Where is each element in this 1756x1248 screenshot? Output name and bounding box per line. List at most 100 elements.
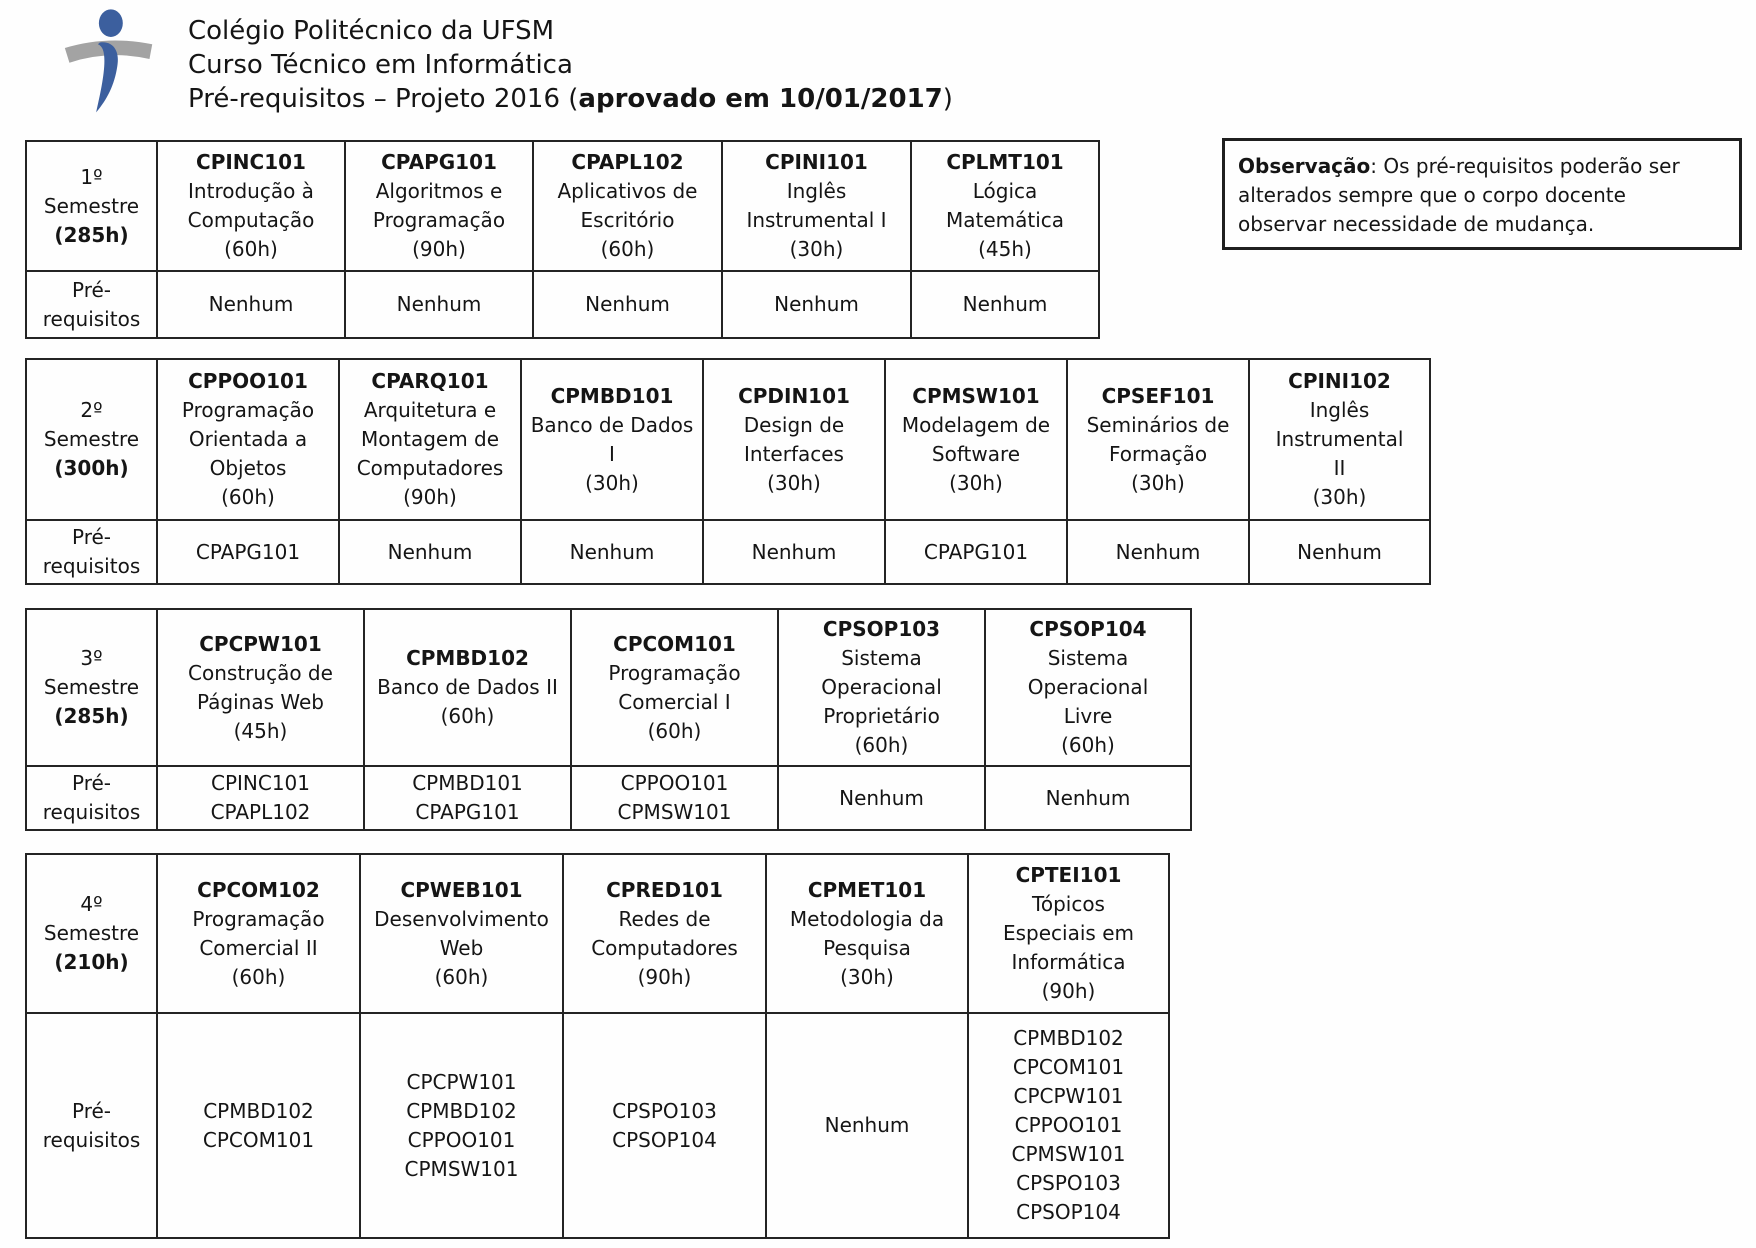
course-cell: CPARQ101 Arquitetura e Montagem de Compu… [338, 358, 522, 521]
course-hours: (60h) [854, 733, 909, 757]
prereq-cell: Nenhum [520, 519, 704, 585]
prereq-row-label: Pré- requisitos [25, 270, 158, 339]
course-hours: (90h) [637, 964, 692, 989]
course-hours: (30h) [789, 237, 844, 261]
course-code: CPCOM102 [197, 877, 320, 902]
course-cell: CPWEB101 Desenvolvimento Web (60h) [359, 853, 564, 1014]
semester-hours: (285h) [54, 704, 129, 728]
course-name: Banco de Dados I [530, 412, 694, 466]
course-cell: CPTEI101 Tópicos Especiais em Informátic… [967, 853, 1170, 1014]
semester-4-table: 4º Semestre (210h) CPCOM102 Programação … [25, 853, 1170, 1239]
semester-header-cell: 3º Semestre (285h) [25, 608, 158, 767]
prereq-cell: CPMBD102 CPCOM101 CPCPW101 CPPOO101 CPMS… [967, 1012, 1170, 1239]
course-hours: (30h) [949, 470, 1003, 495]
course-code: CPLMT101 [946, 150, 1064, 174]
prereq-cell: Nenhum [1248, 519, 1431, 585]
course-name: Metodologia da Pesquisa [789, 906, 945, 960]
course-cell: CPCPW101 Construção de Páginas Web (45h) [156, 608, 365, 767]
course-hours: (45h) [233, 718, 288, 743]
course-name: Design de Interfaces [743, 412, 845, 466]
semester-header-cell: 1º Semestre (285h) [25, 140, 158, 272]
semester-title: 3º Semestre [43, 646, 140, 699]
course-code: CPMBD101 [550, 383, 674, 408]
course-name: Redes de Computadores [591, 906, 738, 960]
course-hours: (60h) [231, 964, 286, 989]
course-cell: CPCOM102 Programação Comercial II (60h) [156, 853, 361, 1014]
course-cell: CPSEF101 Seminários de Formação (30h) [1066, 358, 1250, 521]
course-code: CPINC101 [196, 150, 306, 174]
course-hours: (60h) [221, 485, 275, 509]
course-cell: CPCOM101 Programação Comercial I (60h) [570, 608, 779, 767]
course-hours: (60h) [600, 237, 655, 261]
course-hours: (60h) [434, 964, 489, 989]
prereq-row-label: Pré- requisitos [25, 765, 158, 831]
course-code: CPSEF101 [1101, 383, 1215, 408]
course-name: Construção de Páginas Web [188, 660, 333, 714]
semester-1-table: 1º Semestre (285h) CPINC101 Introdução à… [25, 140, 1100, 339]
course-name: Desenvolvimento Web [374, 906, 549, 960]
course-cell: CPINC101 Introdução à Computação (60h) [156, 140, 346, 272]
prereq-cell: Nenhum [338, 519, 522, 585]
prereq-cell: Nenhum [344, 270, 534, 339]
course-name: Tópicos Especiais em Informática [1003, 892, 1134, 974]
course-hours: (60h) [647, 718, 702, 743]
semester-hours: (300h) [54, 456, 129, 480]
prereq-cell: CPSPO103 CPSOP104 [562, 1012, 767, 1239]
course-cell: CPAPG101 Algoritmos e Programação (90h) [344, 140, 534, 272]
course-code: CPMBD102 [406, 646, 529, 670]
course-code: CPINI101 [765, 150, 868, 174]
course-cell: CPMBD102 Banco de Dados II (60h) [363, 608, 572, 767]
course-cell: CPMET101 Metodologia da Pesquisa (30h) [765, 853, 969, 1014]
course-name: Sistema Operacional Livre [1027, 646, 1149, 728]
course-name: Modelagem de Software [901, 412, 1051, 466]
course-code: CPWEB101 [400, 877, 523, 902]
course-name: Banco de Dados II [377, 675, 558, 699]
course-name: Programação Comercial I [608, 660, 741, 714]
course-cell: CPMSW101 Modelagem de Software (30h) [884, 358, 1068, 521]
course-name: Seminários de Formação [1086, 412, 1230, 466]
prereq-row-label: Pré- requisitos [25, 1012, 158, 1239]
course-hours: (90h) [1041, 979, 1096, 1003]
course-code: CPSOP104 [1029, 617, 1147, 641]
logo-body [96, 42, 118, 113]
course-name: Lógica Matemática [945, 179, 1065, 232]
prereq-cell: CPCPW101 CPMBD102 CPPOO101 CPMSW101 [359, 1012, 564, 1239]
prereq-cell: CPPOO101 CPMSW101 [570, 765, 779, 831]
course-code: CPSOP103 [822, 617, 941, 641]
prereq-cell: Nenhum [702, 519, 886, 585]
semester-hours: (285h) [54, 222, 129, 247]
prereq-cell: Nenhum [777, 765, 986, 831]
course-hours: (30h) [1131, 470, 1185, 495]
observation-label: Observação [1238, 154, 1371, 178]
prereq-cell: CPMBD101 CPAPG101 [363, 765, 572, 831]
course-name: Introdução à Computação [187, 179, 315, 232]
institution-title: Colégio Politécnico da UFSM [188, 16, 555, 46]
semester-header-cell: 4º Semestre (210h) [25, 853, 158, 1014]
course-hours: (45h) [978, 237, 1032, 261]
course-cell: CPMBD101 Banco de Dados I (30h) [520, 358, 704, 521]
prereq-cell: CPAPG101 [156, 519, 340, 585]
prereq-row-label: Pré- requisitos [25, 519, 158, 585]
colegio-politecnico-logo [64, 9, 153, 113]
course-name: Programação Orientada a Objetos [181, 398, 315, 480]
course-code: CPAPG101 [381, 150, 497, 174]
semester-3-table: 3º Semestre (285h) CPCPW101 Construção d… [25, 608, 1192, 831]
prereq-cell: Nenhum [984, 765, 1192, 831]
course-cell: CPSOP104 Sistema Operacional Livre (60h) [984, 608, 1192, 767]
course-name: Inglês Instrumental II [1275, 398, 1404, 480]
course-name: Algoritmos e Programação [372, 179, 506, 232]
course-code: CPTEI101 [1015, 863, 1122, 887]
semester-title: 4º Semestre [43, 892, 140, 945]
course-hours: (90h) [412, 237, 466, 261]
course-code: CPPOO101 [188, 369, 308, 393]
observation-text: : Os pré-requisitos poderão ser alterado… [1238, 154, 1680, 236]
course-cell: CPINI102 Inglês Instrumental II (30h) [1248, 358, 1431, 521]
course-code: CPINI102 [1288, 369, 1391, 393]
course-hours: (60h) [224, 237, 278, 261]
course-code: CPDIN101 [738, 383, 850, 408]
observation-box: Observação: Os pré-requisitos poderão se… [1222, 138, 1742, 250]
course-hours: (60h) [440, 704, 495, 728]
course-code: CPAPL102 [571, 150, 684, 174]
prereq-cell: Nenhum [765, 1012, 969, 1239]
